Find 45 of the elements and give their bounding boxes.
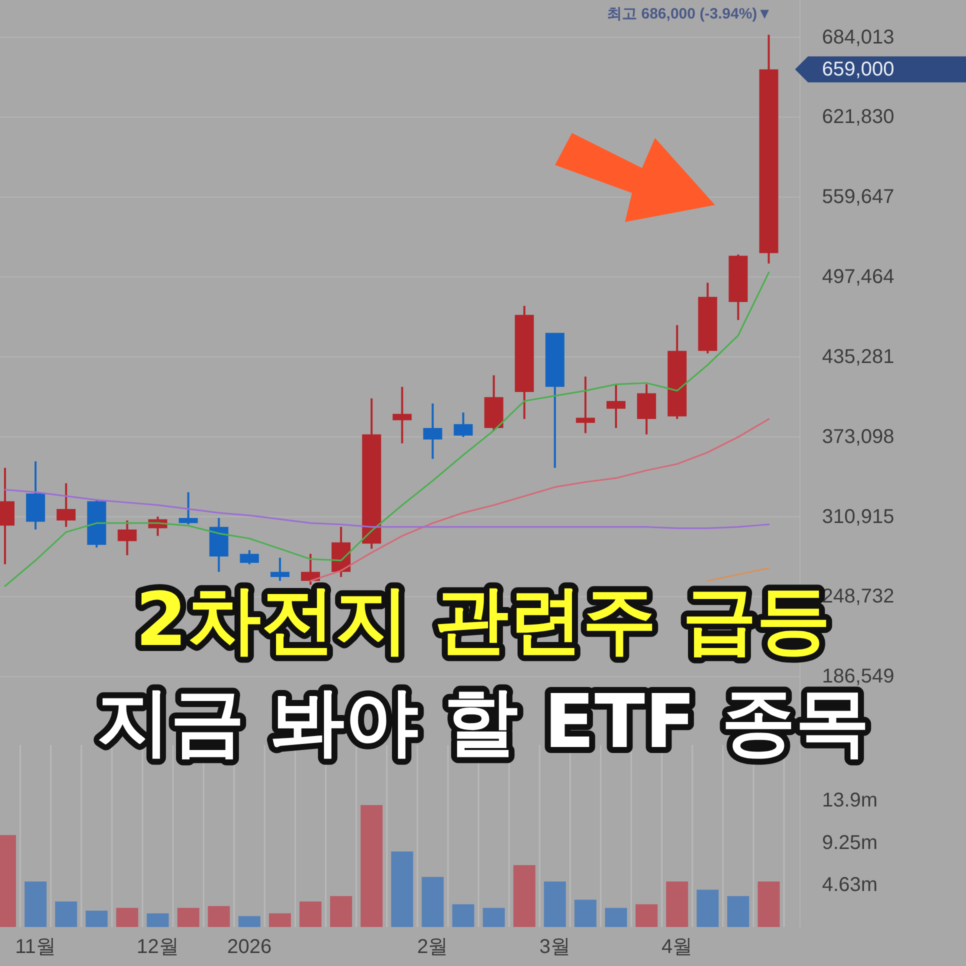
price-tag: 659,000 <box>795 56 966 82</box>
bar <box>391 851 414 927</box>
bar <box>177 908 200 927</box>
bar <box>24 882 47 927</box>
x-tick-label: 3월 <box>539 936 570 958</box>
bar <box>300 902 322 927</box>
y-tick-label: 497,464 <box>822 266 894 288</box>
bar <box>360 805 383 927</box>
y-tick-label: 13.9m <box>822 790 878 812</box>
bar <box>146 913 169 927</box>
bar <box>727 896 750 927</box>
x-tick-label: 4월 <box>662 936 693 958</box>
bar <box>208 906 230 927</box>
y-tick-label: 435,281 <box>822 346 894 368</box>
bar <box>330 896 352 927</box>
bar <box>268 913 291 927</box>
bar <box>636 904 658 927</box>
bar <box>422 876 444 927</box>
annotation: 최고 686,000 (-3.94%)▼ <box>607 6 772 23</box>
y-tick-label: 310,915 <box>822 506 894 528</box>
bar <box>574 900 596 927</box>
x-tick-label: 11월 <box>15 936 56 958</box>
bar <box>758 882 780 927</box>
bar <box>605 908 627 927</box>
y-tick-label: 684,013 <box>822 26 894 48</box>
x-tick-label: 2월 <box>417 936 448 958</box>
x-tick-label: 12월 <box>136 936 179 958</box>
y-tick-label: 373,098 <box>822 426 894 448</box>
bar <box>666 882 688 927</box>
bar <box>513 865 536 927</box>
bar <box>86 910 108 927</box>
bar <box>452 904 474 927</box>
bar <box>696 890 719 927</box>
line-series <box>4 272 770 587</box>
bar <box>544 882 566 927</box>
bar <box>55 902 78 927</box>
bar <box>482 908 505 927</box>
line-series <box>4 488 770 529</box>
bar <box>116 908 138 927</box>
y-tick-label: 559,647 <box>822 186 894 208</box>
y-tick-label: 621,830 <box>822 106 894 128</box>
x-tick-label: 2026 <box>227 936 272 958</box>
y-tick-label: 4.63m <box>822 874 878 896</box>
bar <box>238 916 260 927</box>
y-tick-label: 9.25m <box>822 832 878 854</box>
